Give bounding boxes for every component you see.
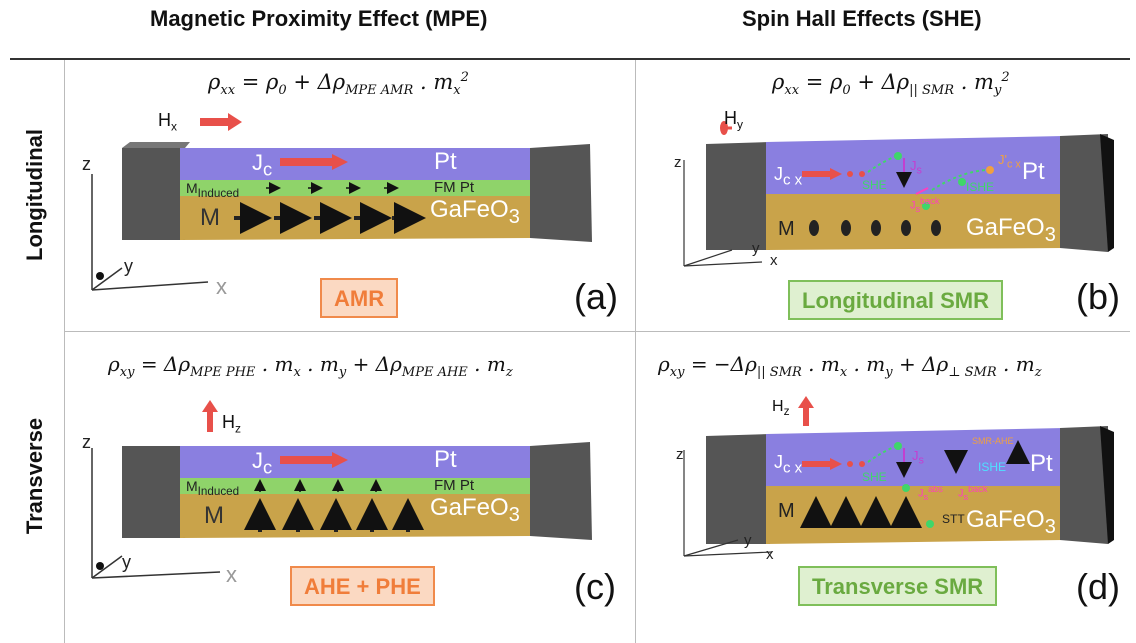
row-header-longitudinal: Longitudinal <box>22 129 47 261</box>
axis-z-c: z <box>82 432 91 452</box>
row-header-divider <box>64 60 65 643</box>
axis-y-c: y <box>122 552 131 572</box>
induced-label-a: MInduced <box>186 180 240 200</box>
column-header-she: Spin Hall Effects (SHE) <box>742 6 982 31</box>
m-label-d: M <box>778 500 795 522</box>
she-label-b: SHE <box>862 178 887 192</box>
m-label-c: M <box>204 502 224 529</box>
equation-c: ρxy = ΔρMPE PHE . mx . my + ΔρMPE AHE . … <box>108 352 513 380</box>
effect-badge-a: AMR <box>320 278 399 318</box>
axis-x-b: x <box>770 252 778 269</box>
she-label-d: SHE <box>862 470 887 484</box>
mag-label-c: GaFeO3 <box>430 494 520 526</box>
axis-x-a: x <box>216 274 227 299</box>
field-label-d: Hz <box>772 398 790 419</box>
m-label-a: M <box>200 204 220 231</box>
panel-label-d: (d) <box>1076 566 1120 607</box>
smr-ahe-label-d: SMR-AHE <box>972 436 1014 446</box>
pt-label-b: Pt <box>1022 158 1045 185</box>
jc-label-d: Jc x <box>774 452 803 477</box>
axis-z-a: z <box>82 154 91 174</box>
pt-label-c: Pt <box>434 446 457 473</box>
effect-badge-b: Longitudinal SMR <box>788 280 1003 320</box>
axis-y-a: y <box>124 256 133 276</box>
axis-x-c: x <box>226 562 237 587</box>
panel-label-b: (b) <box>1076 276 1120 317</box>
js-label-b: Js <box>910 158 922 177</box>
equation-d: ρxy = −Δρ|| SMR . mx . my + Δρ⊥ SMR . mz <box>658 352 1042 380</box>
device-diagram-d <box>683 396 1114 557</box>
jc-label-a: Jc <box>252 150 273 180</box>
axis-z-b: z <box>674 154 682 171</box>
pt-label-a: Pt <box>434 148 457 175</box>
field-label-c: Hz <box>222 412 241 436</box>
axis-y-b: y <box>752 240 760 257</box>
m-label-b: M <box>778 218 795 240</box>
pt-label-d: Pt <box>1030 450 1053 477</box>
panel-label-a: (a) <box>574 276 618 317</box>
row-header-transverse: Transverse <box>22 417 47 535</box>
field-label-a: Hx <box>158 110 177 134</box>
effect-badge-c: AHE + PHE <box>290 566 435 606</box>
mag-label-a: GaFeO3 <box>430 196 520 228</box>
js-label-d: Js <box>912 448 924 467</box>
mag-label-b: GaFeO3 <box>966 214 1056 246</box>
jc-label-b: Jc x <box>774 164 803 189</box>
mag-label-d: GaFeO3 <box>966 506 1056 538</box>
axis-x-d: x <box>766 546 774 563</box>
jcx-prime-label-b: J'c x <box>998 152 1021 171</box>
equation-b: ρxx = ρ0 + Δρ|| SMR . my2 <box>772 70 1010 99</box>
jback-label-d: Jsback <box>958 484 988 502</box>
device-diagram-b <box>683 121 1114 267</box>
ishe-label-d: ISHE <box>978 460 1007 474</box>
device-diagram-c <box>91 400 592 579</box>
ishe-label-b: ISHE <box>966 180 995 194</box>
panel-label-c: (c) <box>574 566 616 607</box>
axis-z-d: z <box>676 446 684 463</box>
fm-label-c: FM Pt <box>434 477 474 494</box>
jback-label-b: Jsback <box>910 196 940 214</box>
column-divider <box>635 60 636 643</box>
jc-label-c: Jc <box>252 448 273 478</box>
column-header-mpe: Magnetic Proximity Effect (MPE) <box>150 6 488 31</box>
induced-label-c: MInduced <box>186 478 240 498</box>
field-label-b: Hy <box>724 108 743 132</box>
effect-badge-d: Transverse SMR <box>798 566 998 606</box>
header-divider <box>10 58 1130 60</box>
device-diagram-a <box>91 113 592 291</box>
jabs-label-d: Jsabs <box>918 484 943 502</box>
stt-label-d: STT <box>942 512 965 526</box>
axis-y-d: y <box>744 532 752 549</box>
fm-label-a: FM Pt <box>434 179 474 196</box>
row-divider <box>64 331 1130 332</box>
equation-a: ρxx = ρ0 + ΔρMPE AMR . mx2 <box>208 70 469 99</box>
